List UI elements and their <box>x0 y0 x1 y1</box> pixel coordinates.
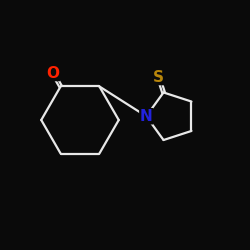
Text: O: O <box>46 66 60 80</box>
Text: N: N <box>140 109 152 124</box>
Text: S: S <box>153 70 164 84</box>
